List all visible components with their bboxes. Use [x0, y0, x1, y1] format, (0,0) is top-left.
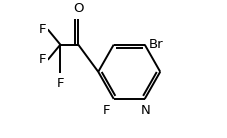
Text: F: F	[102, 104, 109, 117]
Text: F: F	[56, 77, 64, 90]
Text: F: F	[39, 53, 46, 66]
Text: O: O	[73, 2, 83, 15]
Text: Br: Br	[148, 38, 163, 51]
Text: F: F	[39, 23, 46, 36]
Text: N: N	[141, 104, 150, 117]
